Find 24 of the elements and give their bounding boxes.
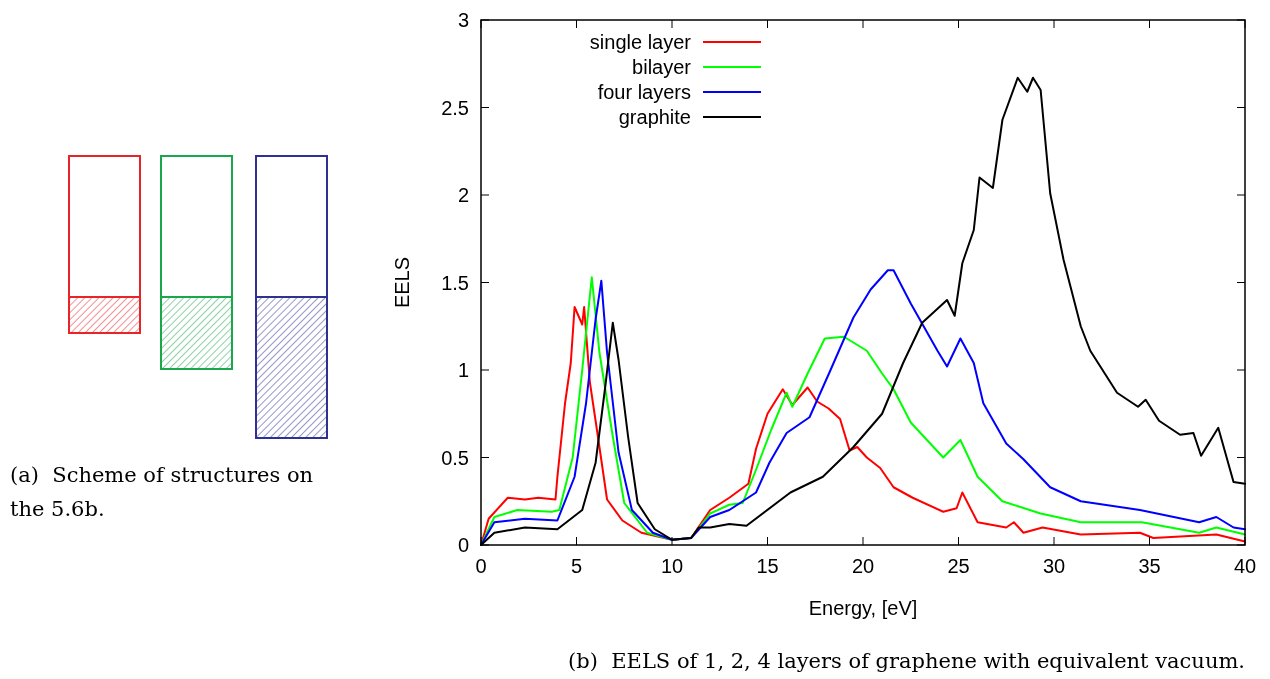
legend-label: four layers [597, 81, 691, 103]
y-tick-label: 1.5 [441, 271, 469, 294]
text: (a) Scheme of structures on the 5.6b. [10, 463, 314, 521]
x-tick-label: 30 [1042, 555, 1066, 577]
x-tick-label: 25 [947, 555, 970, 577]
x-tick-label: 5 [570, 555, 583, 577]
legend-label: graphite [618, 106, 691, 128]
x-axis-title: Energy, [eV] [808, 597, 918, 619]
y-tick-label: 2 [457, 184, 469, 206]
legend-label: bilayer [632, 56, 692, 78]
y-tick-label: 2.5 [441, 96, 469, 119]
y-axis-title: EELS [391, 256, 413, 309]
x-tick-label: 40 [1233, 555, 1257, 577]
x-tick-label: 35 [1138, 555, 1161, 577]
x-tick-label: 10 [660, 555, 684, 577]
y-tick-label: 1 [457, 359, 469, 381]
text: (b) EELS of 1, 2, 4 layers of graphene with equivalent vacuum. [568, 649, 1245, 673]
x-tick-label: 15 [756, 555, 779, 577]
y-tick-label: 0.5 [441, 446, 469, 469]
y-tick-label: 0 [457, 534, 469, 556]
x-tick-label: 0 [475, 555, 487, 577]
x-tick-label: 20 [851, 555, 875, 577]
legend-label: single layer [589, 31, 692, 53]
y-tick-label: 3 [457, 9, 469, 31]
